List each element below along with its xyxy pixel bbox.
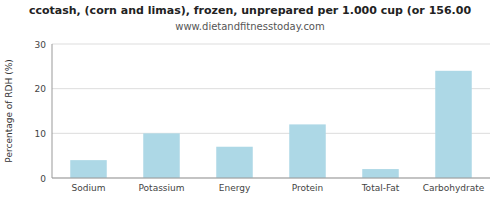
y-tick-label: 0 xyxy=(40,174,46,184)
bar xyxy=(362,169,399,178)
y-tick-label: 20 xyxy=(35,84,47,94)
y-tick-label: 30 xyxy=(35,40,47,50)
title: ccotash, (corn and limas), frozen, unpre… xyxy=(29,4,472,17)
x-tick-label: Potassium xyxy=(138,183,184,193)
x-tick-label: Energy xyxy=(219,183,251,193)
bar xyxy=(143,133,180,178)
subtitle: www.dietandfitnesstoday.com xyxy=(175,21,324,32)
y-tick-label: 10 xyxy=(35,129,47,139)
bar xyxy=(289,124,326,178)
bar xyxy=(435,71,472,178)
grid-line xyxy=(52,44,490,45)
bars xyxy=(70,71,472,178)
x-axis-line xyxy=(52,178,490,179)
grid-line xyxy=(52,88,490,89)
x-tick-label: Protein xyxy=(292,183,324,193)
x-tick-label: Sodium xyxy=(72,183,106,193)
grid-line xyxy=(52,178,490,179)
y-axis-label: Percentage of RDH (%) xyxy=(4,59,14,162)
x-tick-label: Carbohydrate xyxy=(423,183,485,193)
x-tick-label: Total-Fat xyxy=(361,183,400,193)
bar xyxy=(216,147,253,178)
chart-container: ccotash, (corn and limas), frozen, unpre… xyxy=(0,0,500,200)
bar xyxy=(70,160,107,178)
y-axis-line xyxy=(52,44,53,178)
grid-line xyxy=(52,133,490,134)
chart-svg: ccotash, (corn and limas), frozen, unpre… xyxy=(0,0,500,200)
